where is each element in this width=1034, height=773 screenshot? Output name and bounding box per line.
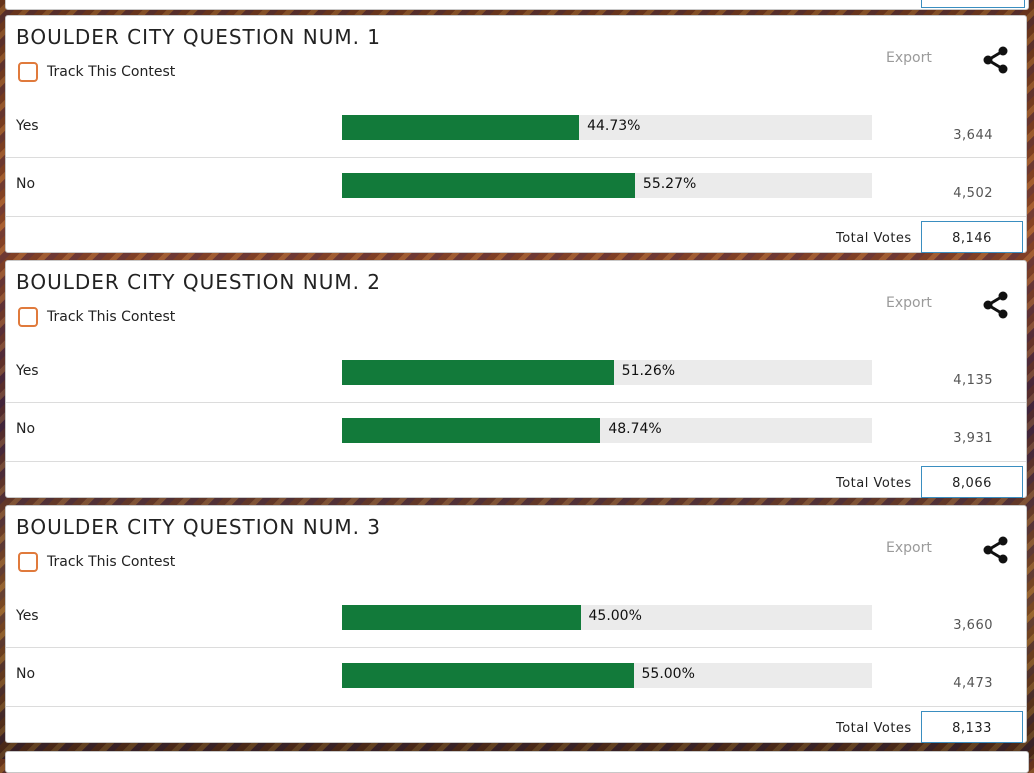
vote-count: 4,502 <box>953 186 993 201</box>
share-icon[interactable] <box>981 45 1011 75</box>
export-link[interactable]: Export <box>886 540 932 556</box>
share-icon[interactable] <box>981 535 1011 565</box>
track-contest-toggle[interactable]: Track This Contest <box>18 59 175 85</box>
total-votes-box: 8,066 <box>921 466 1023 498</box>
total-votes-row: Total Votes 8,146 <box>6 216 1026 253</box>
export-link[interactable]: Export <box>886 50 932 66</box>
percent-label: 44.73% <box>587 118 641 134</box>
result-bar: 51.26% <box>342 360 872 385</box>
percent-label: 48.74% <box>608 421 662 437</box>
choice-label: No <box>16 421 36 437</box>
vote-count: 3,660 <box>953 618 993 633</box>
choice-row: No 55.00% 4,473 <box>6 647 1026 706</box>
result-bar-fill <box>342 663 634 688</box>
choice-row: Yes 44.73% 3,644 <box>6 100 1026 158</box>
result-bar-fill <box>342 360 614 385</box>
vote-count: 3,644 <box>953 128 993 143</box>
contest-card: BOULDER CITY QUESTION NUM. 1 Track This … <box>5 15 1027 253</box>
track-contest-toggle[interactable]: Track This Contest <box>18 304 175 330</box>
track-checkbox[interactable] <box>18 552 38 572</box>
next-contest-card <box>5 751 1029 773</box>
total-votes-value: 8,066 <box>952 476 992 491</box>
choice-row: No 55.27% 4,502 <box>6 157 1026 216</box>
percent-label: 55.00% <box>641 666 695 682</box>
total-votes-value: 8,133 <box>952 721 992 736</box>
choice-label: No <box>16 176 36 192</box>
total-votes-label: Total Votes <box>836 231 912 246</box>
contest-card: BOULDER CITY QUESTION NUM. 3 Track This … <box>5 505 1027 743</box>
track-checkbox[interactable] <box>18 307 38 327</box>
total-votes-box: 8,146 <box>921 221 1023 253</box>
choice-label: No <box>16 666 36 682</box>
track-label: Track This Contest <box>47 309 176 325</box>
total-votes-label: Total Votes <box>836 476 912 491</box>
track-label: Track This Contest <box>47 64 176 80</box>
result-bar: 48.74% <box>342 418 872 443</box>
total-votes-label: Total Votes <box>836 721 912 736</box>
contest-card: BOULDER CITY QUESTION NUM. 2 Track This … <box>5 260 1027 498</box>
previous-total-box <box>921 0 1025 8</box>
result-bar-fill <box>342 115 580 140</box>
choice-label: Yes <box>16 608 39 624</box>
total-votes-box: 8,133 <box>921 711 1023 743</box>
contest-title: BOULDER CITY QUESTION NUM. 2 <box>16 270 382 294</box>
vote-count: 4,473 <box>953 676 993 691</box>
percent-label: 45.00% <box>588 608 642 624</box>
previous-contest-card <box>5 0 1029 10</box>
track-contest-toggle[interactable]: Track This Contest <box>18 549 175 575</box>
vote-count: 3,931 <box>953 431 993 446</box>
result-bar: 44.73% <box>342 115 872 140</box>
contest-title: BOULDER CITY QUESTION NUM. 3 <box>16 515 382 539</box>
result-bar: 55.00% <box>342 663 872 688</box>
share-icon[interactable] <box>981 290 1011 320</box>
export-link[interactable]: Export <box>886 295 932 311</box>
result-bar-fill <box>342 605 581 630</box>
choice-row: Yes 51.26% 4,135 <box>6 345 1026 403</box>
vote-count: 4,135 <box>953 373 993 388</box>
result-bar-fill <box>342 173 635 198</box>
total-votes-row: Total Votes 8,066 <box>6 461 1026 498</box>
percent-label: 55.27% <box>642 176 697 192</box>
total-votes-row: Total Votes 8,133 <box>6 706 1026 743</box>
choice-label: Yes <box>16 363 39 379</box>
result-bar: 45.00% <box>342 605 872 630</box>
contest-title: BOULDER CITY QUESTION NUM. 1 <box>16 25 382 49</box>
track-label: Track This Contest <box>47 554 176 570</box>
choice-row: No 48.74% 3,931 <box>6 402 1026 461</box>
track-checkbox[interactable] <box>18 62 38 82</box>
percent-label: 51.26% <box>621 363 676 379</box>
result-bar: 55.27% <box>342 173 872 198</box>
choice-label: Yes <box>16 118 39 134</box>
result-bar-fill <box>342 418 601 443</box>
total-votes-value: 8,146 <box>952 231 992 246</box>
choice-row: Yes 45.00% 3,660 <box>6 590 1026 648</box>
